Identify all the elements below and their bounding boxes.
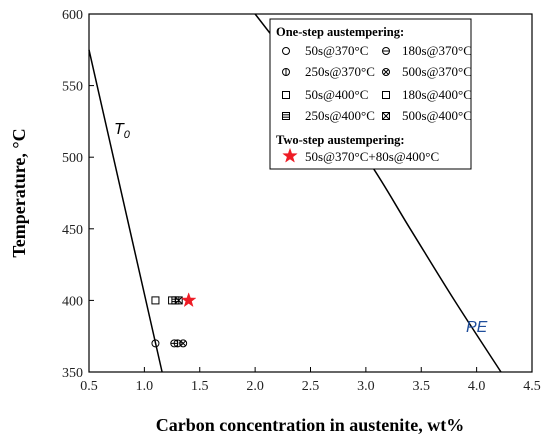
x-tick-label: 1.0 [136, 379, 154, 394]
legend-item: 50s@370°C+80s@400°C [282, 147, 439, 164]
curves: T0 PE [88, 13, 502, 373]
legend-box [269, 18, 472, 170]
legend-item: 50s@370°C [282, 43, 368, 58]
y-tick-label: 450 [62, 223, 83, 238]
x-tick-label: 2.5 [302, 379, 320, 394]
x-tick-label: 0.5 [80, 379, 98, 394]
axis-ticks: 0.5 1.0 1.5 2.0 2.5 3.0 3.5 4.0 4.5 350 400 450 500 5… [62, 8, 541, 394]
legend-item: 250s@400°C [282, 108, 375, 123]
data-points [151, 292, 197, 348]
x-tick-label: 3.5 [413, 379, 431, 394]
legend-item: 50s@400°C [282, 87, 368, 102]
legend-label: 50s@400°C [305, 87, 368, 102]
legend-label: 50s@370°C+80s@400°C [305, 149, 439, 164]
legend-marker [382, 47, 390, 55]
x-tick-label: 4.5 [523, 379, 541, 394]
legend-label: 500s@370°C [402, 64, 472, 79]
y-tick-label: 500 [62, 151, 83, 166]
legend-label: 250s@370°C [305, 64, 375, 79]
point-3-0 [179, 339, 188, 348]
point-2-0 [173, 339, 182, 348]
legend-label: 180s@370°C [402, 43, 472, 58]
point-8-0 [180, 292, 197, 308]
curve-label-t0: T0 [114, 121, 131, 141]
y-axis-title: Temperature, °C [9, 128, 29, 257]
legend-marker [282, 112, 290, 120]
legend-marker [282, 91, 290, 99]
x-tick-label: 2.0 [246, 379, 264, 394]
point-4-0 [151, 296, 160, 305]
y-tick-label: 350 [62, 366, 83, 381]
x-tick-label: 4.0 [468, 379, 486, 394]
legend-label: 180s@400°C [402, 87, 472, 102]
legend-item: 500s@400°C [382, 108, 472, 123]
legend-item: 250s@370°C [282, 64, 375, 79]
legend-group2-title: Two-step austempering: [276, 133, 405, 147]
legend-marker [282, 47, 290, 55]
curve-label-pe: PE [466, 319, 488, 336]
x-tick-label: 3.0 [357, 379, 375, 394]
legend-item: 180s@400°C [382, 87, 472, 102]
legend-marker [282, 68, 290, 76]
legend-marker [282, 147, 298, 163]
legend-marker [382, 112, 390, 120]
legend-label: 50s@370°C [305, 43, 368, 58]
y-tick-label: 600 [62, 8, 83, 23]
y-tick-label: 550 [62, 80, 83, 95]
legend-item: 500s@370°C [382, 64, 472, 79]
curve-0 [88, 49, 163, 373]
legend-items: 50s@370°C 180s@370°C 250s@370°C 500s@370°C 5… [282, 43, 472, 164]
legend-label: 250s@400°C [305, 108, 375, 123]
point-0-0 [151, 339, 160, 348]
legend-group1-title: One-step austempering: [276, 25, 404, 39]
legend: One-step austempering: Two-step austempe… [269, 18, 472, 170]
y-tick-label: 400 [62, 294, 83, 309]
legend-marker [382, 91, 390, 99]
x-tick-label: 1.5 [191, 379, 209, 394]
legend-item: 180s@370°C [382, 43, 472, 58]
point-7-0 [174, 296, 183, 305]
legend-label: 500s@400°C [402, 108, 472, 123]
x-axis-title: Carbon concentration in austenite, wt% [156, 415, 465, 435]
legend-marker [382, 68, 390, 76]
